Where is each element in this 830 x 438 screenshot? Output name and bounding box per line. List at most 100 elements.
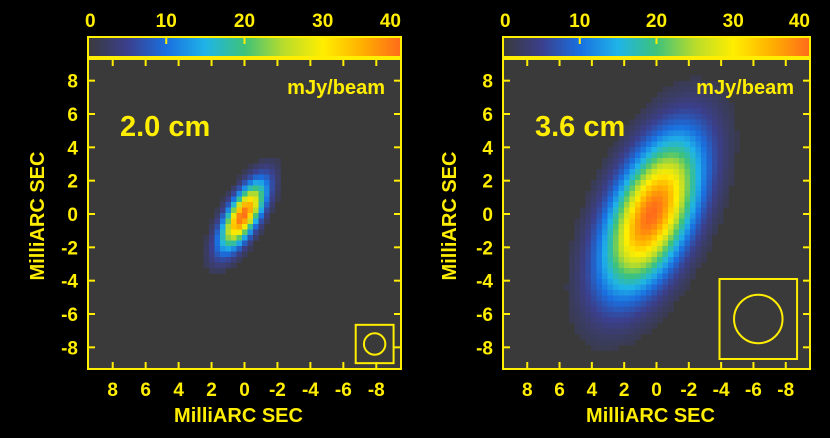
heatmap-cell (258, 218, 265, 225)
heatmap-cell (214, 246, 221, 252)
heatmap-cell (662, 213, 669, 219)
heatmap-cell (657, 235, 663, 241)
heatmap-cell (585, 229, 592, 236)
heatmap-cell (624, 312, 630, 318)
heatmap-cell (225, 213, 232, 219)
x-tick-label: 4 (587, 380, 598, 401)
heatmap-cell (580, 312, 586, 318)
heatmap-cell (596, 290, 603, 296)
heatmap-cell (706, 147, 713, 153)
heatmap-cell (635, 185, 641, 192)
heatmap-cell (668, 158, 674, 164)
heatmap-cell (209, 229, 215, 236)
heatmap-cell (269, 163, 276, 170)
heatmap-cell (585, 240, 592, 247)
heatmap-cell (214, 235, 221, 241)
heatmap-cell (275, 185, 281, 192)
heatmap-cell (635, 224, 641, 230)
heatmap-cell (247, 213, 254, 219)
heatmap-cell (247, 207, 254, 214)
colorbar-tick-label: 30 (312, 11, 333, 32)
heatmap-cell (242, 180, 248, 186)
heatmap-cell (695, 108, 702, 115)
heatmap-cell (679, 284, 685, 291)
heatmap-cell (651, 218, 658, 225)
heatmap-cell (657, 257, 663, 263)
heatmap-cell (596, 328, 603, 335)
heatmap-cell (629, 306, 636, 313)
heatmap-cell (264, 207, 270, 214)
heatmap-cell (657, 136, 663, 142)
heatmap-cell (662, 147, 669, 153)
heatmap-cell (242, 229, 248, 236)
heatmap-cell (723, 119, 729, 126)
heatmap-cell (723, 97, 729, 104)
heatmap-cell (585, 334, 592, 340)
heatmap-cell (651, 119, 658, 126)
heatmap-cell (684, 97, 691, 104)
heatmap-cell (242, 169, 248, 175)
heatmap-cell (640, 125, 647, 131)
heatmap-cell (613, 257, 619, 263)
heatmap-cell (220, 229, 226, 236)
heatmap-cell (717, 207, 724, 214)
heatmap-cell (618, 218, 625, 225)
heatmap-cell (602, 279, 608, 285)
heatmap-cell (618, 136, 625, 142)
heatmap-cell (684, 158, 691, 164)
heatmap-cell (728, 158, 735, 164)
heatmap-cell (712, 163, 718, 170)
heatmap-cell (231, 257, 237, 263)
heatmap-cell (695, 251, 702, 258)
heatmap-cell (646, 125, 652, 131)
heatmap-cell (673, 125, 680, 131)
heatmap-cell (690, 174, 696, 181)
heatmap-cell (629, 180, 636, 186)
heatmap-cell (629, 257, 636, 263)
heatmap-cell (640, 224, 647, 230)
heatmap-cell (607, 279, 614, 285)
heatmap-cell (591, 273, 597, 280)
heatmap-cell (657, 301, 663, 307)
heatmap-cell (679, 235, 685, 241)
heatmap-cell (569, 257, 575, 263)
heatmap-cell (607, 240, 614, 247)
heatmap-cell (591, 284, 597, 291)
heatmap-cell (596, 339, 603, 346)
heatmap-cell (701, 130, 707, 137)
heatmap-cell (640, 235, 647, 241)
heatmap-cell (673, 114, 680, 120)
x-tick-label: -6 (335, 380, 352, 401)
heatmap-cell (640, 306, 647, 313)
heatmap-cell (618, 257, 625, 263)
heatmap-cell (629, 290, 636, 296)
heatmap-cell (596, 207, 603, 214)
heatmap-cell (679, 158, 685, 164)
heatmap-cell (629, 163, 636, 170)
heatmap-cell (673, 295, 680, 302)
heatmap-cell (618, 174, 625, 181)
heatmap-cell (657, 284, 663, 291)
heatmap-cell (624, 191, 630, 197)
heatmap-cell (679, 92, 685, 98)
heatmap-cell (231, 202, 237, 208)
heatmap-cell (717, 97, 724, 104)
heatmap-cell (673, 229, 680, 236)
heatmap-cell (591, 191, 597, 197)
heatmap-cell (242, 213, 248, 219)
heatmap-cell (657, 119, 663, 126)
heatmap-cell (596, 180, 603, 186)
heatmap-cell (635, 334, 641, 340)
heatmap-cell (662, 158, 669, 164)
heatmap-cell (231, 251, 237, 258)
heatmap-cell (591, 262, 597, 269)
heatmap-cell (673, 169, 680, 175)
heatmap-cell (690, 169, 696, 175)
heatmap-cell (618, 229, 625, 236)
heatmap-cell (624, 125, 630, 131)
heatmap-cell (602, 306, 608, 313)
heatmap-cell (662, 224, 669, 230)
heatmap-cell (690, 207, 696, 214)
heatmap-cell (690, 229, 696, 236)
heatmap-cell (275, 163, 281, 170)
